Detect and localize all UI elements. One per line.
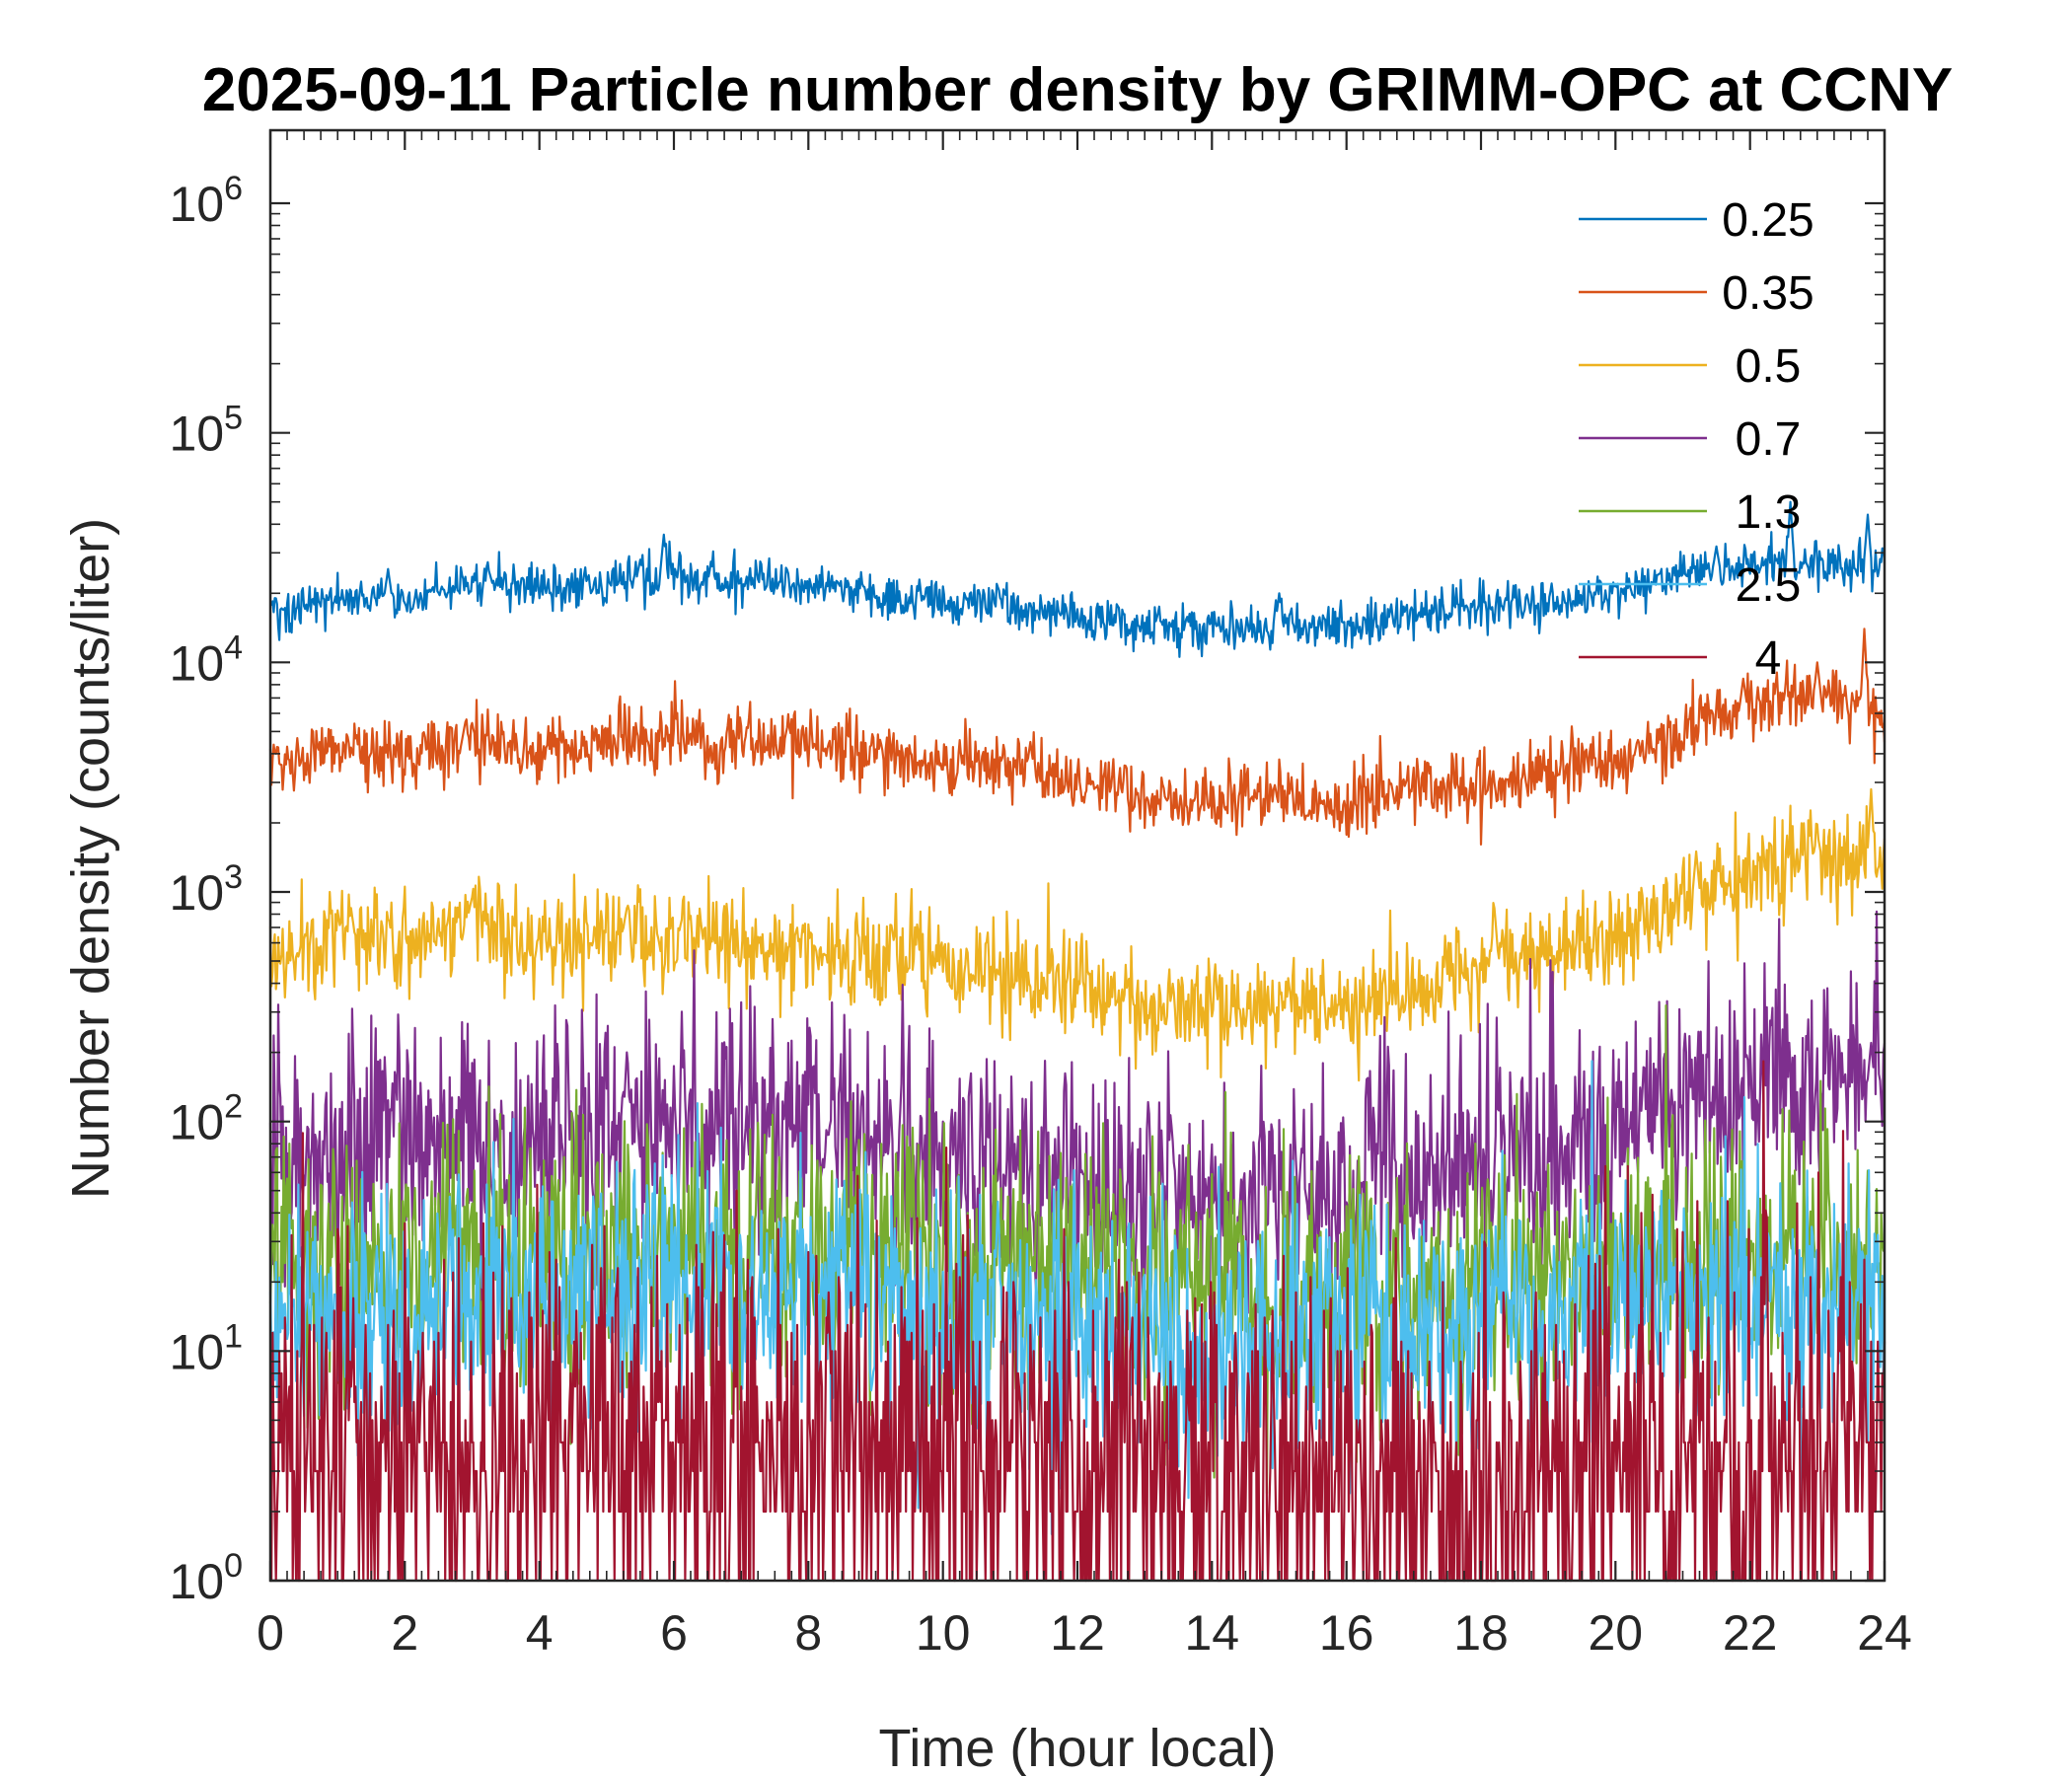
- major-ticks: [268, 130, 1887, 1583]
- legend-label: 0.5: [1736, 340, 1802, 393]
- legend-label: 2.5: [1736, 559, 1802, 612]
- x-tick-label: 10: [916, 1605, 971, 1661]
- y-tick-label: 101: [169, 1317, 243, 1379]
- series-line-0.5: [268, 787, 1887, 1082]
- x-tick-label: 14: [1184, 1605, 1239, 1661]
- x-tick-label: 24: [1857, 1605, 1912, 1661]
- legend-label: 0.35: [1722, 267, 1813, 320]
- x-tick-label: 0: [257, 1605, 284, 1661]
- y-tick-label: 106: [169, 170, 243, 232]
- x-tick-label: 6: [660, 1605, 688, 1661]
- series-line-2.5: [268, 1060, 1887, 1536]
- y-tick-label: 104: [169, 629, 243, 691]
- x-tick-labels: 0 2 4 6 8 10 12 14 16 18 20 22 24: [257, 1605, 1912, 1661]
- legend-label: 1.3: [1736, 486, 1802, 539]
- x-axis-label: Time (hour local): [878, 1719, 1276, 1776]
- x-tick-label: 18: [1453, 1605, 1509, 1661]
- x-tick-label: 22: [1723, 1605, 1778, 1661]
- x-tick-label: 8: [794, 1605, 822, 1661]
- series-line-4: [270, 1060, 1887, 1583]
- series-line-0.35: [268, 628, 1887, 847]
- y-tick-label: 105: [169, 400, 243, 462]
- legend-label: 0.25: [1722, 194, 1813, 247]
- x-tick-label: 16: [1319, 1605, 1374, 1661]
- y-axis-label: Number density (counts/liter): [61, 518, 120, 1199]
- legend-label: 0.7: [1736, 413, 1802, 466]
- x-tick-label: 2: [391, 1605, 418, 1661]
- x-tick-label: 12: [1050, 1605, 1105, 1661]
- y-tick-labels: 100 101 102 103 104 105 106: [169, 170, 243, 1609]
- y-tick-label: 102: [169, 1088, 243, 1150]
- chart-title: 2025-09-11 Particle number density by GR…: [202, 56, 1953, 124]
- legend: 0.25 0.35 0.5 0.7 1.3 2.5 4: [1579, 194, 1814, 685]
- x-tick-label: 20: [1588, 1605, 1643, 1661]
- legend-label: 4: [1755, 632, 1782, 685]
- x-tick-label: 4: [526, 1605, 554, 1661]
- y-tick-label: 103: [169, 858, 243, 921]
- series-layer: [268, 500, 1887, 1583]
- y-tick-label: 100: [169, 1547, 243, 1609]
